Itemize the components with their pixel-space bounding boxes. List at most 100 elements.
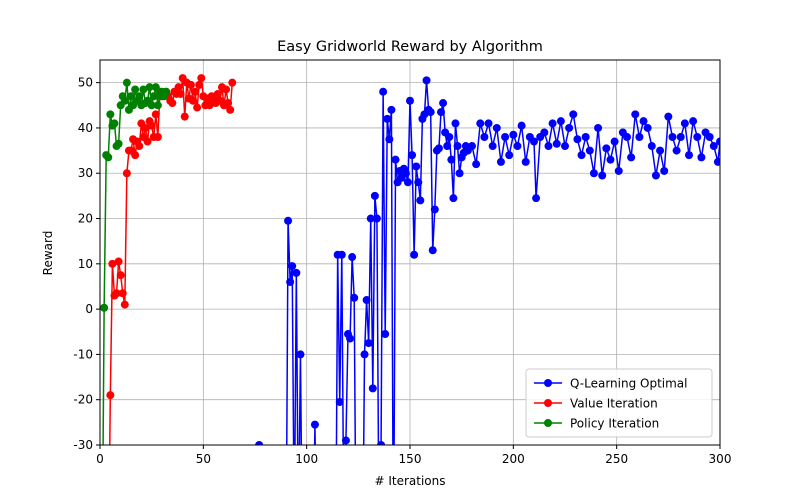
data-point: [643, 123, 652, 132]
data-point: [114, 139, 123, 148]
y-tick-label: 50: [78, 76, 93, 90]
data-point: [135, 92, 144, 101]
data-point: [205, 101, 214, 110]
data-point: [484, 119, 493, 128]
legend-marker: [544, 419, 552, 427]
data-point: [426, 108, 435, 117]
data-point: [337, 250, 346, 259]
data-point: [496, 157, 505, 166]
data-point: [606, 155, 615, 164]
data-point: [412, 162, 421, 171]
x-axis-label: # Iterations: [374, 474, 445, 488]
data-point: [416, 196, 425, 205]
data-point: [664, 112, 673, 121]
data-point: [453, 142, 462, 151]
data-point: [414, 178, 423, 187]
data-point: [362, 296, 371, 305]
data-point: [408, 151, 417, 160]
data-point: [106, 110, 115, 119]
data-point: [513, 142, 522, 151]
x-tick-label: 100: [295, 452, 318, 466]
data-point: [385, 135, 394, 144]
data-point: [610, 137, 619, 146]
legend-box: [525, 368, 713, 438]
data-point: [472, 160, 481, 169]
data-point: [548, 119, 557, 128]
data-point: [451, 119, 460, 128]
data-point: [476, 119, 485, 128]
x-tick-label: 300: [709, 452, 732, 466]
data-point: [364, 339, 373, 348]
data-point: [509, 130, 518, 139]
data-point: [445, 133, 454, 141]
data-point: [147, 101, 156, 110]
data-point: [501, 133, 510, 141]
data-point: [108, 259, 117, 268]
legend-label: Value Iteration: [570, 397, 658, 411]
y-tick-label: 20: [78, 212, 93, 226]
data-point: [577, 151, 586, 160]
data-point: [480, 133, 489, 141]
data-point: [594, 123, 603, 132]
data-point: [151, 83, 160, 92]
data-point: [530, 137, 538, 146]
data-point: [532, 194, 541, 203]
data-point: [651, 171, 660, 180]
data-point: [556, 117, 565, 126]
data-point: [228, 78, 237, 87]
data-point: [447, 155, 456, 164]
data-point: [348, 253, 357, 262]
data-point: [585, 146, 594, 155]
data-point: [437, 108, 445, 117]
data-point: [689, 117, 698, 126]
data-point: [226, 105, 235, 114]
data-point: [122, 169, 131, 178]
data-point: [120, 300, 129, 309]
data-point: [709, 142, 718, 151]
data-point: [383, 114, 392, 123]
plot-area: [100, 74, 720, 445]
data-point: [598, 171, 607, 180]
data-point: [716, 137, 720, 146]
y-tick-label: 40: [78, 121, 93, 135]
data-point: [639, 117, 648, 126]
data-point: [492, 123, 501, 132]
data-point: [127, 92, 135, 101]
x-tick-label: 250: [605, 452, 628, 466]
data-point: [635, 133, 644, 141]
data-point: [176, 89, 185, 98]
data-point: [406, 96, 414, 105]
data-point: [672, 146, 681, 155]
data-point: [602, 144, 611, 153]
data-point: [286, 277, 295, 286]
chart-title: Easy Gridworld Reward by Algorithm: [277, 39, 543, 55]
data-point: [147, 121, 156, 130]
data-point: [153, 101, 162, 110]
data-point: [151, 110, 160, 119]
data-point: [685, 151, 693, 160]
data-point: [401, 169, 410, 178]
data-point: [676, 133, 685, 141]
y-tick-label: 0: [85, 302, 93, 316]
y-tick-label: 10: [78, 257, 93, 271]
data-point: [153, 133, 162, 141]
data-point: [195, 80, 204, 89]
data-point: [118, 289, 127, 298]
data-point: [372, 214, 381, 223]
y-tick-label: 30: [78, 166, 93, 180]
data-point: [521, 157, 530, 166]
x-tick-label: 50: [196, 452, 211, 466]
data-point: [186, 80, 195, 89]
data-point: [434, 144, 443, 153]
data-point: [255, 441, 264, 445]
data-point: [379, 87, 388, 96]
data-point: [350, 293, 359, 302]
data-point: [288, 262, 297, 271]
data-point: [589, 169, 598, 178]
data-point: [168, 99, 177, 108]
y-axis-label: Reward: [41, 231, 55, 276]
data-point: [430, 205, 439, 214]
data-point: [189, 96, 197, 105]
data-point: [647, 142, 656, 151]
